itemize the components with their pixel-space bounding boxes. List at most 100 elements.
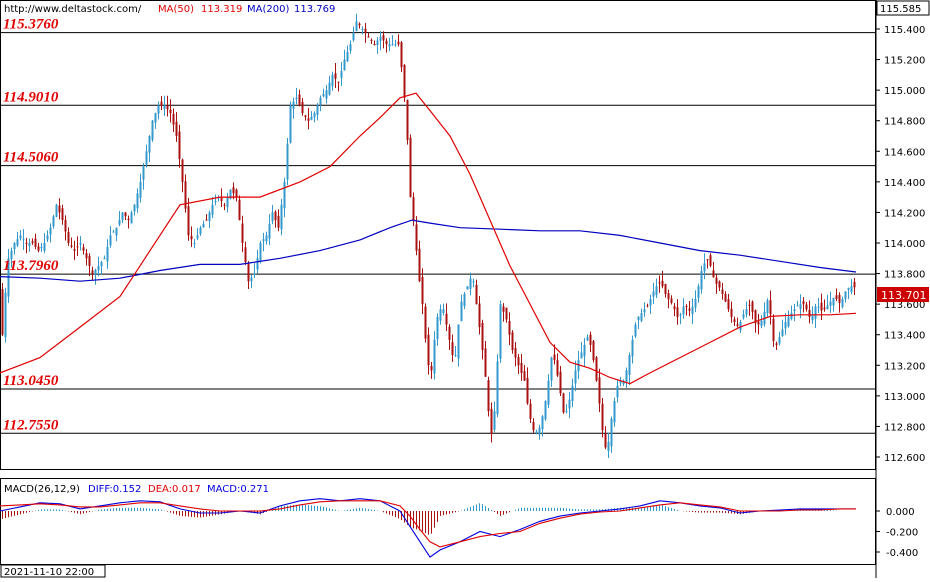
candle-body: [16, 239, 19, 246]
candle-body: [442, 309, 445, 313]
candle-body: [628, 355, 631, 375]
macd-diff-line: [0, 498, 856, 558]
candle-body: [682, 306, 685, 315]
candle-body: [40, 246, 43, 249]
candle-body: [676, 307, 679, 317]
candle-body: [748, 304, 751, 306]
candle-body: [322, 93, 325, 97]
candle-body: [784, 321, 787, 329]
candle-body: [817, 306, 820, 308]
candle-body: [43, 243, 46, 251]
ma50-label: MA(50): [158, 4, 194, 15]
macd-tick-label: 0.000: [886, 507, 915, 518]
candle-body: [70, 245, 73, 247]
candle-body: [439, 309, 442, 321]
candle-body: [316, 105, 319, 115]
candle-body: [733, 319, 736, 322]
candle-body: [148, 136, 151, 153]
price-axis-ticks: 115.400 115.200 115.000 114.800 114.600 114.4…: [876, 25, 925, 464]
price-tick-label: 112.800: [884, 422, 925, 433]
candle-body: [370, 39, 373, 41]
candle-body: [754, 310, 757, 324]
candle-body: [550, 357, 553, 381]
macd-title: MACD(26,12,9): [4, 484, 80, 495]
candle-body: [730, 308, 733, 317]
macd-dea-line: [0, 500, 856, 548]
macd-histogram: [2, 503, 840, 535]
candle-body: [358, 23, 361, 26]
candle-body: [667, 293, 670, 300]
candle-body: [292, 101, 295, 109]
price-tick-label: 113.000: [884, 392, 925, 403]
candle-body: [694, 299, 697, 308]
candle-body: [103, 258, 106, 260]
candle-body: [52, 216, 55, 227]
candle-body: [58, 205, 61, 213]
candle-body: [355, 21, 358, 32]
candle-body: [478, 303, 481, 328]
candle-body: [643, 309, 646, 313]
candle-body: [652, 291, 655, 297]
candle-body: [496, 361, 499, 415]
candle-body: [109, 235, 112, 246]
candle-body: [304, 115, 307, 117]
candle-body: [286, 143, 289, 180]
candle-body: [376, 40, 379, 46]
site-url: http://www.deltastock.com/: [4, 4, 142, 15]
price-tick-label: 112.600: [884, 453, 925, 464]
candle-body: [844, 291, 847, 299]
candle-body: [37, 246, 40, 251]
current-price-box: [877, 287, 929, 302]
candle-body: [394, 44, 397, 46]
candle-body: [736, 324, 739, 326]
candle-body: [160, 101, 163, 106]
candle-body: [526, 377, 529, 404]
candle-body: [778, 337, 781, 344]
candle-body: [829, 301, 832, 306]
candle-body: [193, 243, 196, 244]
candle-body: [262, 239, 265, 241]
candle-body: [208, 212, 211, 222]
candle-body: [685, 306, 688, 308]
candle-body: [802, 301, 805, 305]
candle-body: [229, 189, 232, 199]
candle-body: [553, 354, 556, 361]
candle-body: [541, 416, 544, 430]
candle-body: [196, 235, 199, 239]
candle-body: [31, 241, 34, 243]
candle-body: [604, 433, 607, 448]
candle-body: [373, 44, 376, 46]
price-tick-label: 115.400: [884, 25, 925, 36]
candle-body: [670, 298, 673, 303]
candle-body: [238, 199, 241, 221]
candle-body: [490, 408, 493, 435]
candle-body: [391, 44, 394, 46]
candle-body: [808, 309, 811, 317]
level-label: 114.5060: [3, 150, 59, 166]
ma200-label: MA(200): [247, 4, 289, 15]
candle-body: [367, 36, 370, 38]
footer-date: 2021-11-10 22:00: [4, 567, 94, 578]
candle-body: [772, 318, 775, 342]
candle-body: [247, 263, 250, 282]
candle-body: [331, 74, 334, 87]
candle-body: [760, 320, 763, 326]
candle-body: [1, 288, 4, 335]
candle-body: [253, 273, 256, 275]
candle-body: [139, 181, 142, 198]
candle-body: [586, 337, 589, 341]
candle-body: [226, 197, 229, 208]
candle-body: [340, 71, 343, 78]
price-tick-label: 114.600: [884, 147, 925, 158]
price-top-value: 115.585: [880, 4, 921, 15]
candle-body: [199, 227, 202, 234]
price-tick-label: 113.800: [884, 270, 925, 281]
candle-body: [223, 204, 226, 206]
candle-body: [424, 306, 427, 339]
candle-body: [178, 131, 181, 159]
candle-body: [451, 342, 454, 356]
candle-body: [28, 243, 31, 246]
candle-body: [256, 258, 259, 270]
candle-body: [289, 105, 292, 143]
